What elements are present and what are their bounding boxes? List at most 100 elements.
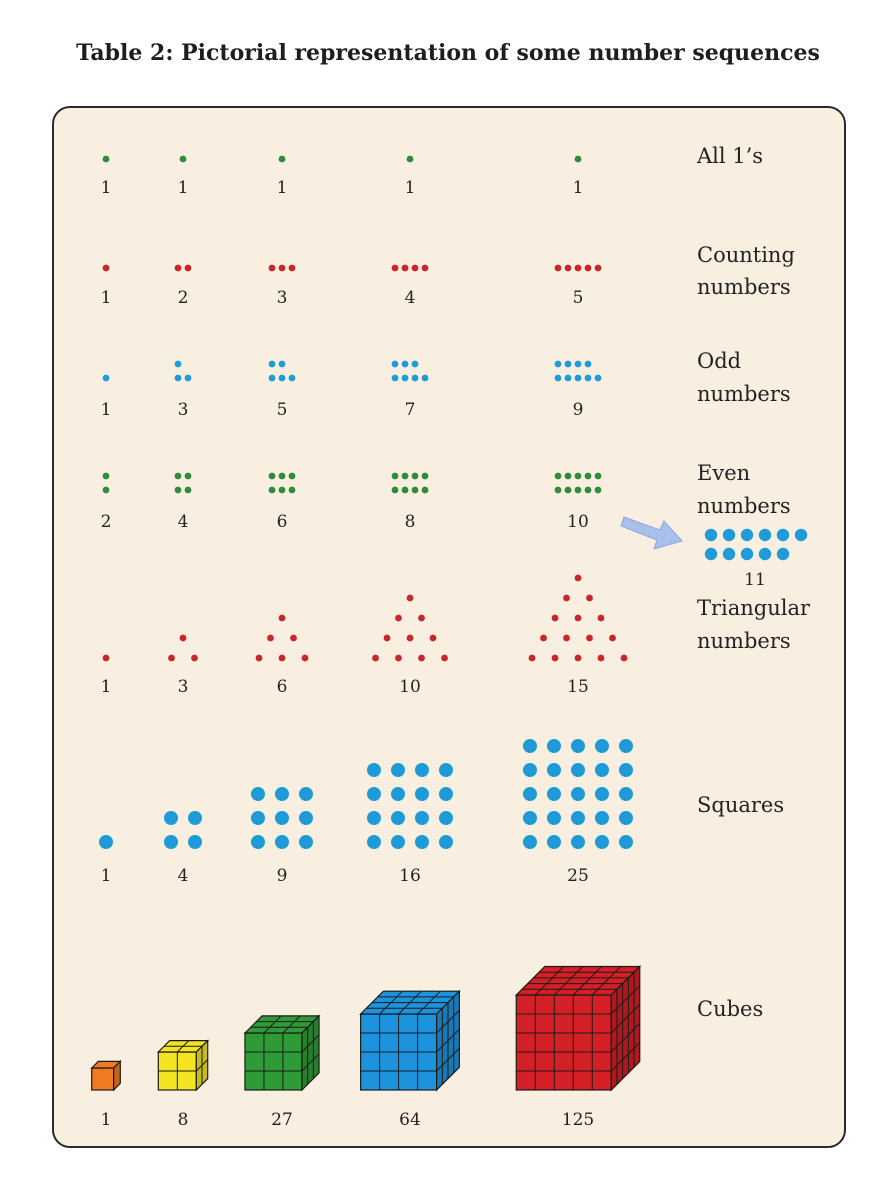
counting-number-3: 3: [277, 288, 288, 308]
squares-figure-1: [99, 835, 113, 849]
dot: [391, 811, 405, 825]
dot: [391, 264, 399, 272]
dot: [278, 155, 286, 163]
dot: [288, 472, 296, 480]
dot: [758, 528, 772, 542]
squares-number-2: 4: [178, 866, 189, 886]
triangular-figure-4: [372, 594, 448, 662]
dot: [574, 486, 582, 494]
dot: [571, 787, 585, 801]
counting-number-4: 4: [405, 288, 416, 308]
odd-number-5: 9: [573, 400, 584, 420]
dot: [391, 472, 399, 480]
dot: [383, 634, 391, 642]
cube-grid-line: [195, 1059, 209, 1072]
squares-figure-5: [523, 739, 633, 849]
even-row: [102, 472, 602, 494]
even-number-3: 6: [277, 512, 288, 532]
dot: [595, 835, 609, 849]
dot: [184, 374, 192, 382]
triangular-number-2: 3: [178, 677, 189, 697]
dot: [411, 486, 419, 494]
dot: [395, 654, 402, 662]
dot: [184, 264, 192, 272]
dot: [547, 763, 561, 777]
dot: [722, 547, 736, 561]
cube-grid-line: [610, 1004, 641, 1034]
dot: [174, 374, 182, 382]
squares-row: [99, 739, 633, 849]
dot: [421, 486, 429, 494]
dot: [574, 574, 582, 582]
ones-number-4: 1: [405, 178, 416, 198]
even-number-1: 2: [101, 512, 112, 532]
dot: [391, 374, 399, 382]
cube-grid-line: [436, 1028, 460, 1053]
dot: [554, 486, 562, 494]
cubes-number-4: 64: [399, 1110, 421, 1130]
squares-number-3: 9: [277, 866, 288, 886]
cube-grid-line: [591, 966, 622, 996]
dot: [391, 787, 405, 801]
dot: [564, 472, 572, 480]
dot: [268, 374, 276, 382]
dot: [421, 264, 429, 272]
dot: [268, 486, 276, 494]
dot: [102, 472, 110, 480]
cubes-figure-5: [514, 965, 642, 1092]
odd-figure-4: [391, 360, 429, 382]
dot: [574, 155, 582, 163]
triangular-figure-1: [102, 654, 110, 662]
dot: [740, 547, 754, 561]
cube-grid-line: [282, 1015, 301, 1034]
dot: [528, 654, 536, 662]
dot: [367, 811, 381, 825]
dot: [391, 360, 399, 368]
dot: [174, 472, 182, 480]
ones-number-5: 1: [573, 178, 584, 198]
dot: [564, 360, 572, 368]
dot: [278, 264, 286, 272]
cubes-figure-2: [156, 1039, 210, 1092]
cube-grid-line: [263, 1015, 282, 1034]
dot: [776, 547, 790, 561]
dot: [415, 787, 429, 801]
dot: [411, 374, 419, 382]
triangular-number-5: 15: [567, 677, 589, 697]
even-label-line-2: numbers: [697, 494, 791, 518]
dot: [102, 486, 110, 494]
counting-figure-2: [174, 264, 192, 272]
dot: [179, 634, 187, 642]
dot: [415, 811, 429, 825]
dot: [794, 528, 808, 542]
dot: [563, 634, 570, 642]
dot: [595, 739, 609, 753]
dot: [722, 528, 736, 542]
dot: [609, 634, 616, 642]
dot: [571, 739, 585, 753]
dot: [594, 264, 602, 272]
dot: [564, 374, 572, 382]
dot: [275, 811, 289, 825]
dot: [275, 787, 289, 801]
counting-figure-3: [268, 264, 296, 272]
counting-number-1: 1: [101, 288, 112, 308]
cube-grid-line: [301, 1034, 320, 1053]
triangular-figure-2: [168, 634, 198, 662]
triangular-figure-5: [528, 574, 628, 662]
dot: [401, 472, 409, 480]
ones-row: [102, 155, 582, 163]
triangular-number-3: 6: [277, 677, 288, 697]
dot: [594, 472, 602, 480]
dot: [584, 374, 592, 382]
counting-figure-1: [102, 264, 110, 272]
counting-figure-4: [391, 264, 429, 272]
dot: [367, 763, 381, 777]
dot: [619, 739, 633, 753]
callout-number: 11: [744, 570, 766, 590]
cube-front-face: [515, 994, 612, 1091]
dot: [574, 472, 582, 480]
cubes-row: [90, 965, 642, 1092]
triangular-number-1: 1: [101, 677, 112, 697]
